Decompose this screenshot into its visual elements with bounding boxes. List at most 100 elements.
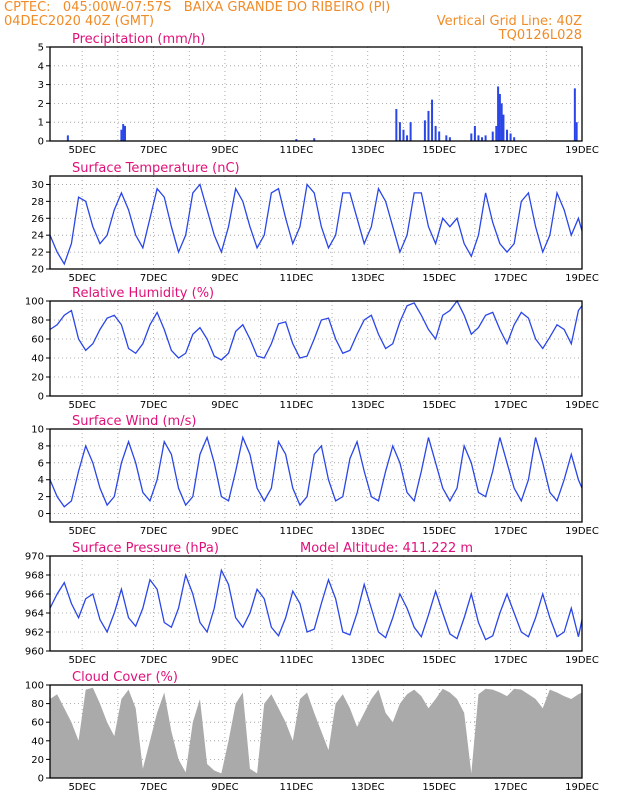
- y-tick-label: 964: [25, 609, 44, 620]
- y-tick-label: 30: [31, 180, 44, 191]
- plot-frame: [49, 300, 583, 397]
- x-tick-label: 5DEC: [68, 145, 95, 156]
- precip-bar: [122, 124, 125, 141]
- x-tick-label: 13DEC: [351, 526, 385, 537]
- precip-bar: [491, 131, 494, 141]
- precip-bar: [477, 135, 480, 141]
- x-tick-label: 19DEC: [565, 273, 599, 284]
- y-tick-label: 20: [31, 373, 44, 384]
- x-tick-label: 13DEC: [351, 145, 385, 156]
- x-tick-label: 17DEC: [494, 782, 528, 793]
- x-tick-label: 17DEC: [494, 145, 528, 156]
- x-tick-label: 7DEC: [140, 273, 167, 284]
- series-line: [49, 299, 583, 361]
- series-line: [49, 435, 583, 508]
- precip-bar: [427, 110, 430, 141]
- y-tick-label: 968: [25, 571, 44, 582]
- precip-bar: [498, 94, 501, 141]
- x-tick-label: 9DEC: [211, 400, 238, 411]
- precip-bar: [473, 125, 476, 141]
- x-tick-label: 13DEC: [351, 782, 385, 793]
- x-tick-label: 11DEC: [279, 145, 313, 156]
- x-tick-label: 15DEC: [422, 782, 456, 793]
- y-tick-label: 6: [38, 458, 44, 469]
- x-tick-label: 5DEC: [68, 655, 95, 666]
- x-tick-label: 17DEC: [494, 273, 528, 284]
- y-tick-label: 20: [31, 755, 44, 766]
- x-tick-label: 11DEC: [279, 526, 313, 537]
- y-tick-label: 4: [38, 61, 44, 72]
- x-tick-label: 7DEC: [140, 400, 167, 411]
- precip-bar: [500, 103, 503, 141]
- y-tick-label: 0: [38, 392, 44, 403]
- x-tick-label: 11DEC: [279, 400, 313, 411]
- x-tick-label: 15DEC: [422, 273, 456, 284]
- panel-3: 0 20 40 60 80 100 5DEC 7DEC 9DEC 11DEC 13DEC 15DEC 1…: [25, 286, 599, 411]
- y-tick-label: 970: [25, 552, 44, 563]
- plot-frame: [49, 555, 583, 652]
- y-tick-label: 100: [25, 297, 44, 308]
- plot-frame: [49, 46, 583, 142]
- series-line: [49, 568, 583, 641]
- x-tick-label: 11DEC: [279, 782, 313, 793]
- x-tick-label: 13DEC: [351, 400, 385, 411]
- y-tick-label: 24: [31, 231, 44, 242]
- x-tick-label: 7DEC: [140, 655, 167, 666]
- panel-4: 0 2 4 6 8 10 5DEC 7DEC 9DEC 11DEC 13DEC 15DEC 17DEC 1…: [31, 414, 599, 537]
- precip-bar: [431, 99, 434, 141]
- x-tick-label: 11DEC: [279, 655, 313, 666]
- panel-2: 20 22 24 26 28 30 5DEC 7DEC 9DEC 11DEC 13DEC 15DEC 1…: [31, 161, 599, 284]
- y-tick-label: 22: [31, 248, 44, 259]
- x-tick-label: 13DEC: [351, 273, 385, 284]
- x-tick-label: 5DEC: [68, 273, 95, 284]
- x-tick-label: 9DEC: [211, 273, 238, 284]
- panel-title: Cloud Cover (%): [72, 670, 178, 685]
- y-tick-label: 960: [25, 647, 44, 658]
- precip-bar: [573, 88, 576, 141]
- precip-bar: [445, 135, 448, 141]
- precip-bar: [513, 137, 516, 141]
- y-tick-label: 60: [31, 335, 44, 346]
- y-tick-label: 80: [31, 699, 44, 710]
- x-tick-label: 7DEC: [140, 145, 167, 156]
- y-tick-label: 8: [38, 441, 44, 452]
- precip-bar: [120, 129, 123, 141]
- y-tick-label: 0: [38, 774, 44, 785]
- plot-frame: [49, 684, 583, 779]
- x-tick-label: 19DEC: [565, 145, 599, 156]
- x-tick-label: 9DEC: [211, 145, 238, 156]
- x-tick-label: 5DEC: [68, 400, 95, 411]
- y-tick-label: 966: [25, 590, 44, 601]
- x-tick-label: 15DEC: [422, 145, 456, 156]
- panel-5: 960 962 964 966 968 970 5DEC 7DEC 9DEC 11DEC 13DEC…: [25, 541, 599, 666]
- panel-title: Precipitation (mm/h): [72, 32, 205, 47]
- precip-bar: [497, 86, 500, 141]
- precip-bar: [495, 125, 498, 141]
- y-tick-label: 5: [38, 43, 44, 54]
- precip-bar: [66, 135, 69, 141]
- x-tick-label: 9DEC: [211, 526, 238, 537]
- panel-title: Relative Humidity (%): [72, 286, 214, 301]
- y-tick-label: 4: [38, 475, 44, 486]
- precip-bar: [438, 131, 441, 141]
- precip-bar: [295, 139, 298, 141]
- header-location: CPTEC: 045:00W-07:57S BAIXA GRANDE DO RI…: [4, 0, 391, 15]
- precip-bar: [406, 135, 409, 141]
- x-tick-label: 5DEC: [68, 526, 95, 537]
- y-tick-label: 20: [31, 265, 44, 276]
- y-tick-label: 0: [38, 137, 44, 148]
- x-tick-label: 9DEC: [211, 782, 238, 793]
- y-tick-label: 60: [31, 718, 44, 729]
- x-tick-label: 7DEC: [140, 782, 167, 793]
- precip-bar: [423, 120, 426, 141]
- y-tick-label: 10: [31, 425, 44, 436]
- panel-title: Surface Pressure (hPa): [72, 541, 219, 556]
- x-tick-label: 19DEC: [565, 400, 599, 411]
- y-tick-label: 962: [25, 628, 44, 639]
- panel-1: 0 1 2 3 4 5 5DEC 7DEC 9DEC 11DEC 13DEC 15DEC 17DEC 19…: [38, 32, 599, 156]
- x-tick-label: 17DEC: [494, 400, 528, 411]
- header-model-id: TQ0126L028: [498, 28, 582, 43]
- cloud-cover-area: [50, 687, 582, 778]
- precip-bar: [506, 129, 509, 141]
- precip-bar: [509, 133, 512, 141]
